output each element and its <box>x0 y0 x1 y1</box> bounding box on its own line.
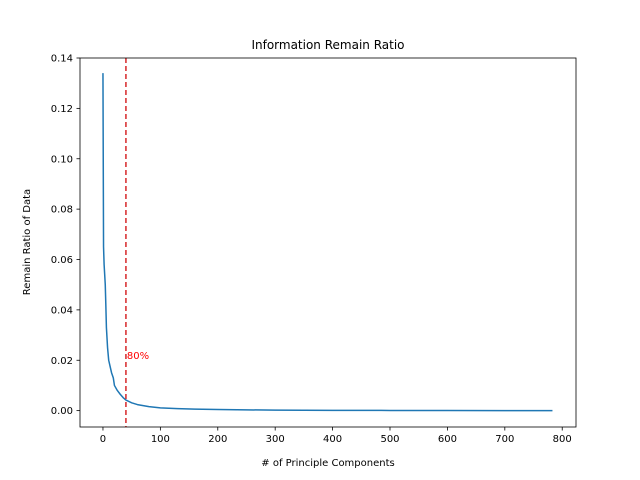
y-axis-label: Remain Ratio of Data <box>22 189 33 295</box>
x-axis: 0 100 200 300 400 500 600 700 800 <box>100 427 572 445</box>
y-tick-label: 0.02 <box>51 356 73 367</box>
y-tick-label: 0.04 <box>51 305 73 316</box>
chart-title: Information Remain Ratio <box>251 38 404 52</box>
annotation-80-percent: 80% <box>127 351 149 362</box>
x-tick-label: 700 <box>495 434 514 445</box>
y-tick-label: 0.10 <box>51 154 73 165</box>
x-tick-label: 600 <box>438 434 457 445</box>
x-tick-label: 200 <box>208 434 227 445</box>
y-axis: 0.00 0.02 0.04 0.06 0.08 0.10 0.12 0.14 <box>51 54 80 417</box>
x-tick-label: 300 <box>266 434 285 445</box>
plot-area <box>102 58 553 427</box>
x-tick-label: 800 <box>553 434 572 445</box>
y-tick-label: 0.06 <box>51 255 73 266</box>
y-tick-label: 0.14 <box>51 54 73 65</box>
x-tick-label: 400 <box>323 434 342 445</box>
y-tick-label: 0.08 <box>51 205 73 216</box>
x-tick-label: 500 <box>380 434 399 445</box>
series-line-0 <box>102 73 553 412</box>
axes-frame <box>79 57 577 428</box>
x-tick-label: 100 <box>151 434 170 445</box>
y-tick-label: 0.00 <box>51 406 73 417</box>
x-tick-label: 0 <box>100 434 106 445</box>
x-axis-label: # of Principle Components <box>261 458 394 469</box>
y-tick-label: 0.12 <box>51 104 73 115</box>
